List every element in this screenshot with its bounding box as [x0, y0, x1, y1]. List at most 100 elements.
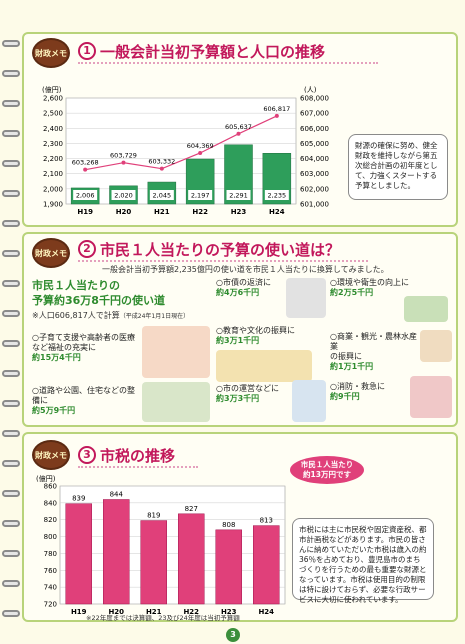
y-tick-label: 820 — [44, 516, 57, 524]
section-city-tax: 財政メモ 3 市税の推移 市民１人当たり 約13万円です 720 740 760 78… — [22, 432, 458, 622]
binder-ring — [2, 430, 20, 437]
binder-ring — [2, 310, 20, 317]
children-illustration — [216, 350, 312, 382]
section-number: 3 — [78, 446, 96, 464]
item-label: ○環境や衛生の向上に — [330, 278, 409, 287]
y2-tick-label: 606,000 — [300, 125, 329, 133]
section-title-text: 市民１人当たりの予算の使い道は？ — [100, 240, 341, 259]
tax-note-box: 市税には主に市民税や固定資産税、都市計画税などがあります。市民の皆さんに納めてい… — [292, 518, 434, 604]
y-tick-label: 720 — [44, 601, 57, 609]
binder-ring — [2, 400, 20, 407]
x-tick-label: H23 — [231, 208, 247, 216]
item-commerce: ○商業・観光・農林水産業 の振興に 約1万1千円 — [330, 332, 420, 372]
bubble-line2: 約13万円です — [303, 470, 351, 479]
y-tick-label: 1,900 — [43, 201, 63, 209]
y-tick-label: 2,500 — [43, 110, 63, 118]
plot-area — [59, 485, 286, 605]
y-tick-label: 2,300 — [43, 140, 63, 148]
population-label: 603,332 — [148, 158, 175, 166]
population-note: ※人口606,817人で計算（平成24年1月1日現在） — [32, 310, 189, 321]
y-tick-label: 780 — [44, 550, 57, 558]
per-capita-tax-bubble: 市民１人当たり 約13万円です — [290, 456, 364, 484]
item-amount: 約3万1千円 — [216, 336, 260, 345]
y-tick-label: 2,200 — [43, 155, 63, 163]
bar — [65, 503, 92, 605]
population-text: ※人口606,817人で計算 — [32, 311, 120, 320]
intro-text: 一般会計当初予算額2,235億円の使い道を市民１人当たりに換算してみました。 — [102, 265, 389, 274]
binder-ring — [2, 520, 20, 527]
binder-ring — [2, 460, 20, 467]
bar-label-bg — [264, 190, 289, 200]
binder-ring — [2, 40, 20, 47]
bar-value-label: 808 — [222, 521, 235, 529]
bar — [178, 513, 205, 605]
bar — [253, 525, 280, 605]
binder-ring — [2, 160, 20, 167]
section-budget-population: 財政メモ 1 一般会計当初予算額と人口の推移 1,900 2,000 2,100 2,… — [22, 32, 458, 227]
bar-value-label: 844 — [110, 490, 124, 498]
documents-illustration — [286, 278, 326, 318]
memo-badge: 財政メモ — [32, 238, 70, 268]
section-number: 2 — [78, 240, 96, 258]
tax-note-text: 市税には主に市民税や固定資産税、都市計画税などがあります。市民の皆さんに納めてい… — [299, 525, 427, 604]
item-amount: 約15万4千円 — [32, 353, 81, 362]
section-title: 3 市税の推移 — [78, 444, 198, 468]
population-label: 603,268 — [72, 159, 99, 167]
x-tick-label: H22 — [192, 208, 208, 216]
y-tick-label: 740 — [44, 584, 57, 592]
binder-ring — [2, 130, 20, 137]
item-amount: 約3万3千円 — [216, 394, 260, 403]
y2-axis-label: (人) — [304, 86, 317, 94]
population-point — [236, 131, 241, 136]
item-environment: ○環境や衛生の向上に 約2万5千円 — [330, 278, 450, 298]
binder-ring — [2, 190, 20, 197]
y2-tick-label: 602,000 — [300, 185, 329, 193]
binder-ring — [2, 490, 20, 497]
y2-tick-label: 608,000 — [300, 95, 329, 103]
y2-tick-label: 605,000 — [300, 140, 329, 148]
item-emergency: ○消防・救急に 約9千円 — [330, 382, 410, 402]
population-label: 604,369 — [187, 142, 214, 150]
population-point — [198, 150, 203, 155]
y-tick-label: 2,100 — [43, 170, 63, 178]
bar-label-bg — [149, 190, 174, 200]
binder-ring — [2, 610, 20, 617]
binder-ring — [2, 370, 20, 377]
population-label: 603,729 — [110, 152, 137, 160]
binder-ring — [2, 250, 20, 257]
x-tick-label: H21 — [146, 608, 162, 616]
y2-tick-label: 601,000 — [300, 201, 329, 209]
binder-ring — [2, 220, 20, 227]
binder-ring — [2, 580, 20, 587]
population-point — [121, 160, 126, 165]
y2-tick-label: 607,000 — [300, 110, 329, 118]
bar-value-label: 2,291 — [229, 192, 248, 200]
y-tick-label: 840 — [44, 499, 57, 507]
population-label: 606,817 — [263, 105, 290, 113]
bar-value-label: 2,235 — [268, 192, 287, 200]
x-tick-label: H21 — [154, 208, 170, 216]
item-label: ○教育や文化の振興に — [216, 326, 295, 335]
item-amount: 約9千円 — [330, 392, 360, 401]
bar-value-label: 813 — [260, 517, 273, 525]
bar-label-bg — [188, 190, 213, 200]
memo-label: 財政メモ — [35, 248, 67, 258]
item-roads: ○道路や公園、住宅などの整備に 約5万9千円 — [32, 386, 142, 416]
section-title: 1 一般会計当初予算額と人口の推移 — [78, 40, 378, 64]
memo-label: 財政メモ — [35, 48, 67, 58]
y-tick-label: 2,600 — [43, 95, 63, 103]
y2-tick-label: 604,000 — [300, 155, 329, 163]
y-tick-label: 2,000 — [43, 185, 63, 193]
section-title-text: 一般会計当初予算額と人口の推移 — [100, 42, 326, 61]
chart-footnote: ※22年度までは決算額、23及び24年度は当初予算額 — [86, 614, 240, 622]
bar-value-label: 2,197 — [191, 192, 210, 200]
memo-badge: 財政メモ — [32, 440, 70, 470]
section-title: 2 市民１人当たりの予算の使い道は？ — [78, 238, 368, 262]
population-point — [83, 167, 88, 172]
headline-line1: 市民１人当たりの — [32, 279, 120, 292]
item-debt: ○市債の返済に 約4万6千円 — [216, 278, 286, 298]
item-label: ○道路や公園、住宅などの整備に — [32, 386, 135, 405]
y-tick-label: 860 — [44, 483, 57, 491]
x-tick-label: H23 — [221, 608, 237, 616]
item-amount: 約5万9千円 — [32, 406, 76, 415]
